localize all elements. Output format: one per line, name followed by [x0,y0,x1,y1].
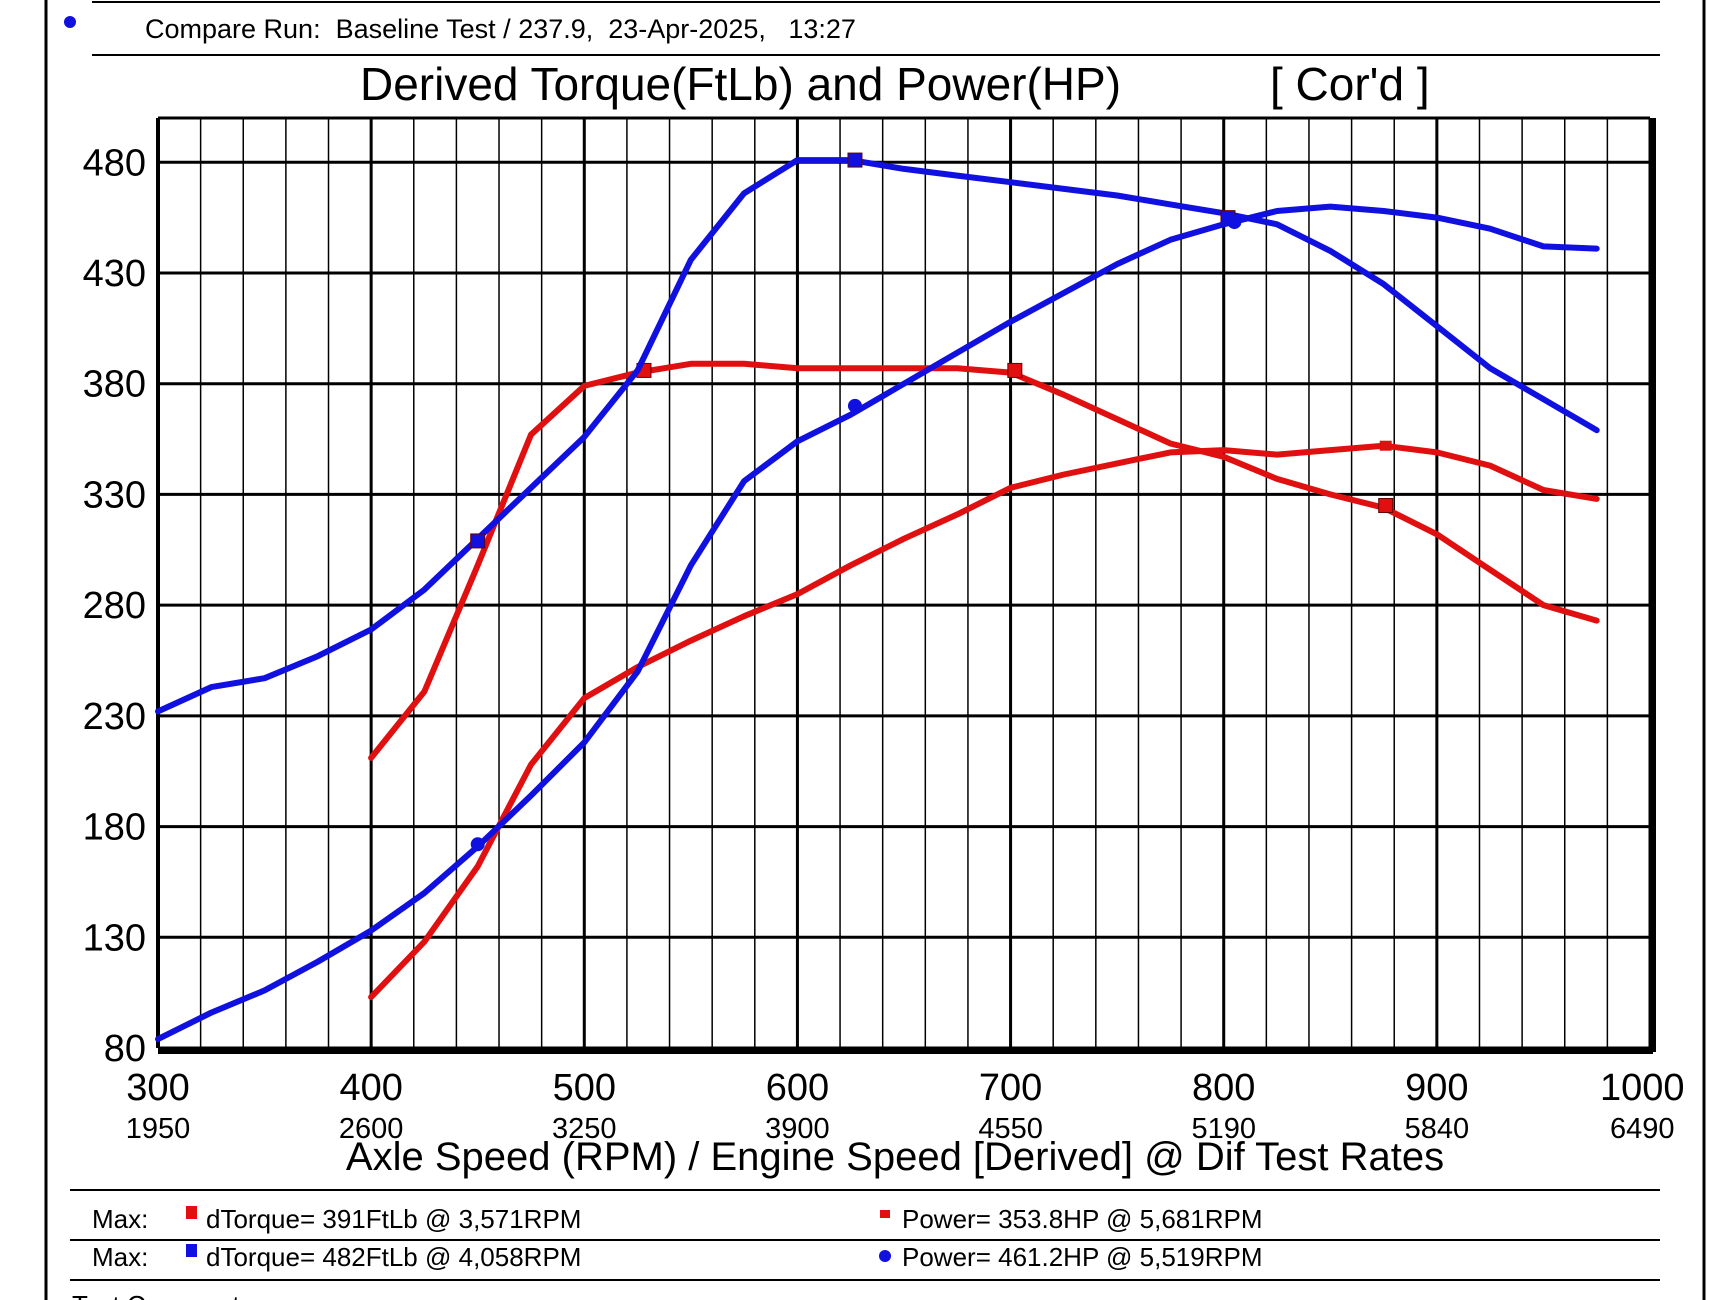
x-secondary-tick-label: 3900 [765,1113,830,1145]
series-line-3 [155,157,1600,715]
series-line-4 [155,203,1600,1043]
x-secondary-tick-label: 5190 [1191,1113,1256,1145]
power-legend-circle-icon [879,1250,891,1262]
x-secondary-tick-label: 5840 [1405,1113,1470,1145]
grid-minor [199,118,1609,1048]
series-marker-star [1379,440,1392,451]
y-tick-label: 380 [83,364,146,406]
power-legend-star-icon [880,1210,890,1218]
y-tick-label: 180 [83,807,146,849]
y-tick-label: 230 [83,696,146,738]
x-tick-label: 700 [979,1067,1042,1109]
x-secondary-tick-label: 4550 [978,1113,1043,1145]
x-secondary-tick-label: 3250 [552,1113,617,1145]
y-tick-label: 280 [83,585,146,627]
y-tick-label: 130 [83,917,146,959]
series-line-1 [368,360,1600,761]
summary-power-value: Power= 461.2HP @ 5,519RPM [902,1242,1263,1272]
summary-max-label: Max: [92,1242,148,1272]
summary-row: Max: dTorque= 391FtLb @ 3,571RPM Power= … [92,1204,1263,1234]
chart-title: Derived Torque(FtLb) and Power(HP) [360,58,1121,110]
x-tick-label: 900 [1405,1067,1468,1109]
summary-torque-value: dTorque= 482FtLb @ 4,058RPM [206,1242,581,1272]
series-marker-square [847,152,863,168]
x-secondary-tick-label: 2600 [339,1113,404,1145]
x-secondary-tick-label: 1950 [126,1113,191,1145]
compare-run-bullet-icon [64,16,76,28]
summary-torque-value: dTorque= 391FtLb @ 3,571RPM [206,1204,581,1234]
grid-major [156,116,1656,1054]
y-tick-label: 330 [83,474,146,516]
series-marker-square [1378,498,1394,513]
x-axis-tick-labels: 300 1950 400 2600 500 3250 600 3900 700 4550 800 51… [126,1067,1685,1145]
x-secondary-tick-label: 6490 [1610,1113,1675,1145]
y-tick-label: 80 [104,1028,146,1070]
series-marker-circle [847,398,862,413]
series-marker-circle [1227,215,1242,230]
x-tick-label: 1000 [1600,1067,1685,1109]
x-axis-label: Axle Speed (RPM) / Engine Speed [Derived… [346,1135,1444,1179]
series-marker-circle [470,837,485,852]
y-axis-tick-labels: 80 130 180 230 280 330 380 430 480 [83,142,146,1070]
y-tick-label: 430 [83,253,146,295]
x-tick-label: 800 [1192,1067,1255,1109]
x-tick-label: 300 [126,1067,189,1109]
x-tick-label: 500 [553,1067,616,1109]
compare-run-label: Compare Run: Baseline Test / 237.9, 23-A… [145,14,856,44]
test-comments-label: Test Comments: [72,1290,260,1300]
chart-title-suffix: [ Cor'd ] [1270,58,1430,110]
torque-legend-square-icon [186,1244,197,1257]
y-tick-label: 480 [83,142,146,184]
series-marker-square [1007,362,1023,378]
x-tick-label: 400 [339,1067,402,1109]
series-line-2 [368,442,1600,1001]
torque-power-chart: 80 130 180 230 280 330 380 430 480 300 1950 400 260… [83,116,1685,1145]
torque-legend-square-icon [186,1206,197,1219]
series-marker-square [470,533,486,549]
x-tick-label: 600 [766,1067,829,1109]
summary-power-value: Power= 353.8HP @ 5,681RPM [902,1204,1263,1234]
summary-row: Max: dTorque= 482FtLb @ 4,058RPM Power= … [92,1242,1263,1272]
summary-max-label: Max: [92,1204,148,1234]
series-layer [155,152,1600,1043]
